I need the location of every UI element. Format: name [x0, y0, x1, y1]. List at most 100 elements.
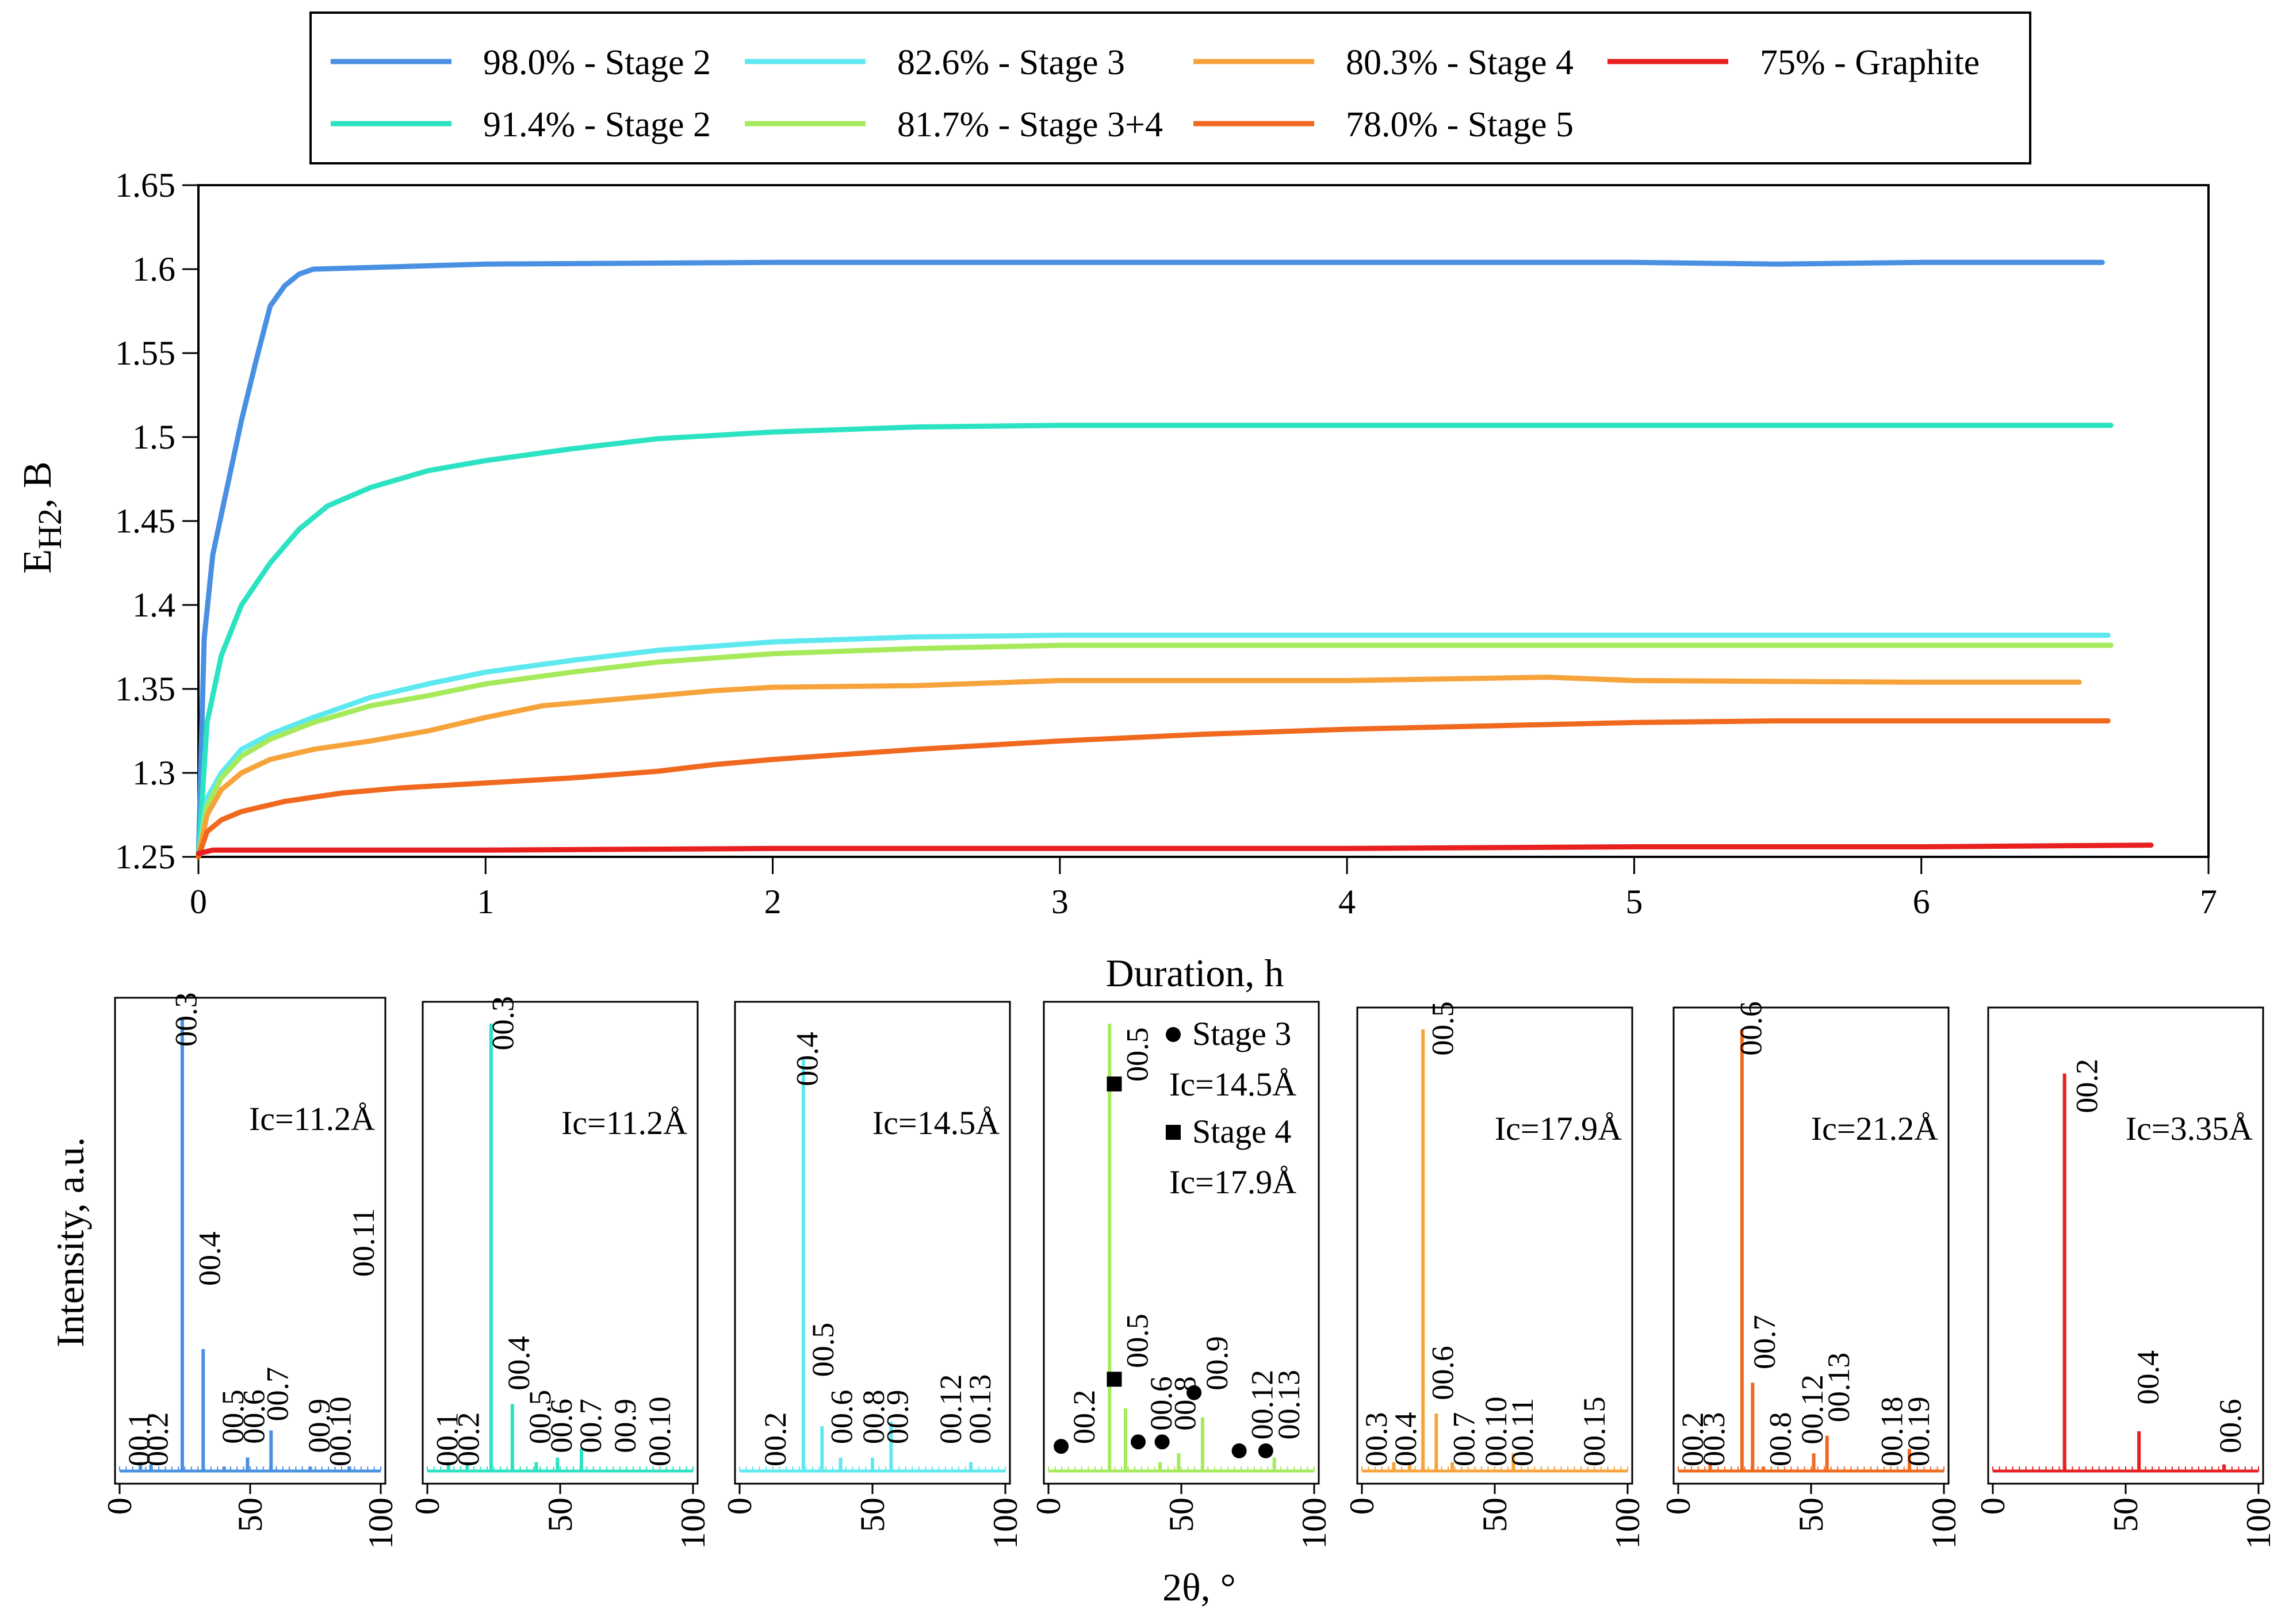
xrd-x-tick-label: 0 — [1029, 1497, 1067, 1515]
stage3-marker — [1131, 1434, 1146, 1450]
xrd-x-tick-label: 100 — [1295, 1497, 1333, 1549]
xrd-peak-label: 00.6 — [2213, 1399, 2248, 1453]
xrd-peak-label: 00.13 — [1272, 1370, 1306, 1440]
series-line — [196, 675, 2082, 860]
x-tick-label: 6 — [1913, 883, 1930, 921]
y-tick-label: 1.4 — [132, 586, 175, 624]
xrd-x-tick-label: 50 — [1162, 1497, 1200, 1532]
xrd-peak-label: 00.6 — [1426, 1346, 1460, 1400]
xrd-peak-label: 00.1 — [430, 1412, 464, 1467]
xrd-x-tick-label: 100 — [674, 1497, 712, 1549]
xrd-panel: 0 50 100 00.2 00.4 00.6 Ic=3.35Å — [1974, 1006, 2277, 1549]
xrd-x-tick-label: 50 — [541, 1497, 579, 1532]
xrd-peak-label: 00.5 — [1120, 1027, 1154, 1082]
legend-label: 98.0% - Stage 2 — [483, 43, 711, 82]
xrd-peak-label: 00.2 — [140, 1412, 175, 1467]
y-tick-label: 1.55 — [115, 334, 175, 372]
xrd-peak-label: 00.8 — [856, 1390, 891, 1445]
xrd-x-tick-label: 0 — [721, 1497, 759, 1515]
xrd-peak-label: 00.12 — [933, 1374, 968, 1445]
xrd-peak-label: 00.3 — [1697, 1412, 1731, 1467]
xrd-x-tick-label: 100 — [1609, 1497, 1647, 1549]
y-tick-label: 1.45 — [115, 502, 175, 540]
xrd-panel: 0 50 100 00.2 00.4 00.5 00.600.800.9 00.1200.13… — [721, 1001, 1024, 1549]
xrd-peak-label: 00.11 — [1505, 1398, 1540, 1467]
series-line — [196, 423, 2114, 860]
legend-label: 80.3% - Stage 4 — [1346, 43, 1574, 82]
legend-label: 91.4% - Stage 2 — [483, 105, 711, 144]
xrd-peak-label: 00.6 — [237, 1389, 271, 1444]
xrd-peak-label: 00.18 — [1875, 1397, 1909, 1467]
legend-label: 82.6% - Stage 3 — [897, 43, 1125, 82]
xrd-peak-label: 00.9 — [302, 1399, 336, 1453]
series-line — [196, 842, 2154, 856]
stage4-marker — [1107, 1076, 1122, 1091]
xrd-peak-label: 00.9 — [881, 1390, 915, 1445]
stage3-marker — [1186, 1385, 1202, 1400]
xrd-peak-label: 00.9 — [608, 1399, 642, 1453]
stage-legend-ic: Ic=17.9Å — [1169, 1163, 1296, 1201]
xrd-x-tick-label: 0 — [1974, 1497, 2012, 1515]
stage3-marker — [1258, 1443, 1273, 1458]
xrd-peak-label: 00.1 — [122, 1412, 156, 1467]
xrd-x-tick-label: 50 — [2107, 1497, 2145, 1532]
xrd-peak-label: 00.2 — [451, 1412, 485, 1467]
xrd-peak-label: 00.10 — [1479, 1397, 1513, 1467]
y-tick-label: 1.5 — [132, 418, 175, 456]
xrd-peak-label: 00.4 — [1388, 1412, 1423, 1467]
xrd-peak-label: 00.6 — [1734, 1001, 1769, 1056]
xrd-peak-label: 00.8 — [1168, 1376, 1203, 1431]
xrd-peak-label: 00.11 — [346, 1208, 381, 1277]
xrd-peak-label: 00.7 — [573, 1399, 608, 1453]
stage4-legend-marker — [1166, 1125, 1181, 1140]
xrd-x-tick-label: 100 — [1925, 1497, 1963, 1549]
xrd-frame — [1987, 1006, 2264, 1485]
xrd-peak-label: 00.3 — [1359, 1412, 1394, 1467]
main-plot-frame — [197, 184, 2210, 858]
xrd-peak-label: 00.15 — [1577, 1397, 1612, 1467]
y-tick-label: 1.6 — [132, 250, 175, 288]
stage3-marker — [1231, 1443, 1247, 1458]
xrd-peak-label: 00.2 — [2070, 1059, 2104, 1113]
xrd-ic-label: Ic=14.5Å — [872, 1104, 1000, 1142]
xrd-frame — [734, 1001, 1011, 1485]
xrd-frame — [1043, 1001, 1320, 1485]
y-tick-label: 1.3 — [132, 754, 175, 792]
series-line — [196, 642, 2114, 860]
xrd-x-tick-label: 100 — [2240, 1497, 2277, 1549]
xrd-ic-label: Ic=11.2Å — [561, 1104, 687, 1142]
xrd-peak-label: 00.8 — [1763, 1412, 1798, 1467]
x-tick-label: 2 — [764, 883, 782, 921]
xrd-y-axis-title: Intensity, a.u. — [48, 1137, 92, 1347]
xrd-frame — [1672, 1006, 1950, 1485]
xrd-frame — [114, 997, 386, 1485]
legend-box — [309, 12, 2031, 164]
xrd-peak-label: 00.5 — [1120, 1313, 1154, 1368]
xrd-peak-label: 00.13 — [963, 1374, 997, 1445]
xrd-x-tick-label: 50 — [853, 1497, 891, 1532]
xrd-peak-label: 00.12 — [1245, 1370, 1280, 1440]
xrd-peak-label: 00.4 — [2131, 1350, 2165, 1405]
xrd-frame — [422, 1001, 699, 1485]
xrd-peak-label: 00.3 — [169, 992, 204, 1047]
stage-legend-ic: Ic=14.5Å — [1169, 1066, 1296, 1103]
xrd-peak-label: 00.4 — [790, 1032, 825, 1086]
y-tick-label: 1.35 — [115, 670, 175, 708]
xrd-peak-label: 00.13 — [1821, 1353, 1856, 1423]
x-tick-label: 5 — [1625, 883, 1643, 921]
xrd-frame — [1356, 1006, 1633, 1485]
xrd-peak-label: 00.2 — [758, 1412, 793, 1467]
xrd-x-tick-label: 0 — [408, 1497, 446, 1515]
x-tick-label: 4 — [1338, 883, 1356, 921]
stage4-marker — [1107, 1372, 1122, 1387]
xrd-x-tick-label: 0 — [101, 1497, 139, 1515]
series-line — [196, 718, 2111, 860]
x-tick-label: 0 — [190, 883, 207, 921]
series-line — [196, 633, 2111, 860]
xrd-x-tick-label: 0 — [1343, 1497, 1381, 1515]
legend-label: 75% - Graphite — [1760, 43, 1980, 82]
